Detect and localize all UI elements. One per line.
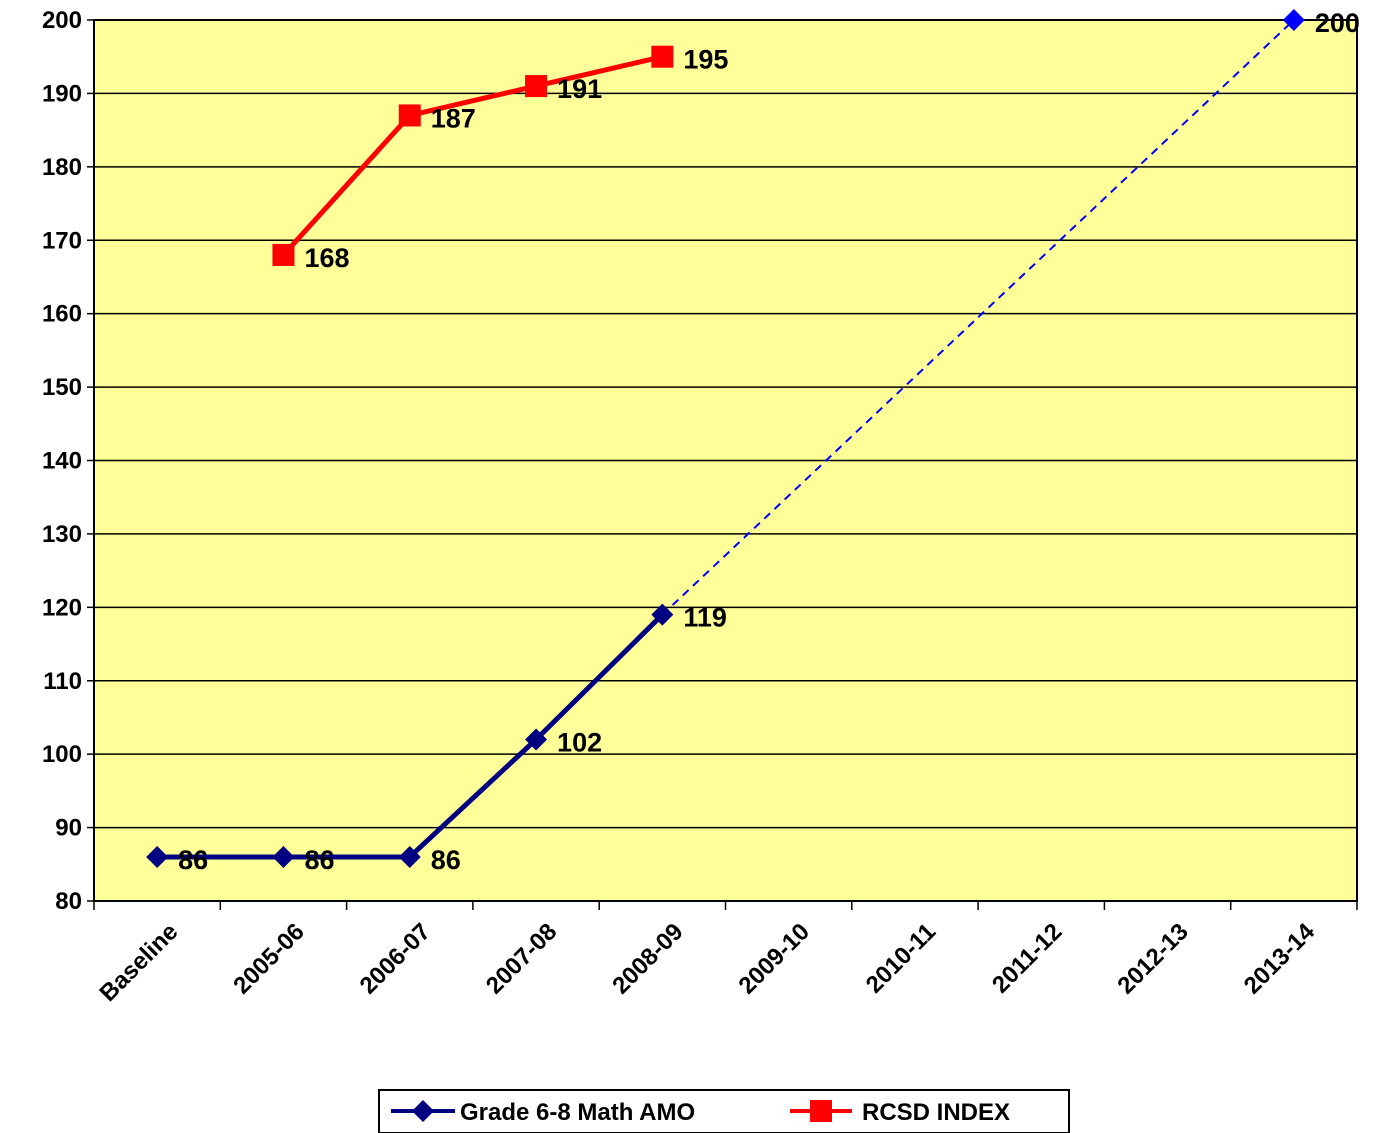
legend-item-amo: Grade 6-8 Math AMO (391, 1099, 695, 1126)
y-tick-label: 190 (42, 80, 82, 107)
x-tick-label: 2008-09 (607, 918, 688, 999)
legend: Grade 6-8 Math AMO RCSD INDEX (378, 1089, 1070, 1133)
y-tick-label: 90 (55, 815, 82, 842)
y-tick-label: 130 (42, 521, 82, 548)
gridlines (94, 92, 1357, 829)
legend-label: Grade 6-8 Math AMO (460, 1099, 695, 1126)
y-tick-label: 80 (55, 888, 82, 915)
data-label: 191 (557, 74, 602, 104)
y-tick-label: 160 (42, 301, 82, 328)
x-tick-label: Baseline (94, 918, 183, 1007)
y-tick-label: 140 (42, 448, 82, 475)
x-tick-label: 2012-13 (1112, 918, 1193, 999)
x-tick-label: 2007-08 (481, 918, 562, 999)
series-line (408, 737, 538, 859)
legend-box (378, 1089, 1070, 1133)
data-point (398, 845, 421, 868)
data-label: 86 (431, 845, 461, 875)
x-tick-label: 2013-14 (1239, 918, 1321, 1000)
data-point (272, 845, 295, 868)
legend-item-rcsd: RCSD INDEX (790, 1099, 1010, 1126)
data-label: 187 (431, 103, 476, 133)
data-point (272, 243, 295, 266)
data-point (398, 104, 421, 127)
projection-line (661, 19, 1295, 616)
data-label: 102 (557, 727, 602, 757)
y-tick-label: 180 (42, 154, 82, 181)
legend-label: RCSD INDEX (862, 1099, 1010, 1126)
y-tick-label: 170 (42, 227, 82, 254)
data-label: 195 (683, 45, 728, 75)
x-tick-label: 2010-11 (861, 918, 941, 998)
x-tick-label: 2011-12 (987, 918, 1067, 998)
y-tick-label: 200 (42, 7, 82, 34)
square-marker-icon (810, 1100, 832, 1122)
y-tick-label: 110 (43, 668, 82, 695)
y-tick-label: 100 (42, 741, 82, 768)
y-tick-label: 120 (42, 594, 82, 621)
series-line (281, 113, 412, 257)
series-line (535, 54, 663, 89)
series-grade-6-8-math-amo (146, 9, 1305, 868)
series-line (534, 612, 665, 742)
series-line (409, 83, 537, 118)
series-layer (146, 9, 1305, 868)
data-label: 119 (683, 603, 727, 633)
diamond-marker-icon (412, 1100, 434, 1122)
data-point (651, 603, 674, 626)
data-label: 86 (304, 845, 334, 875)
series-rcsd-index (272, 45, 674, 266)
data-point (525, 75, 548, 98)
data-label: 200 (1315, 8, 1360, 38)
x-tick-label: 2005-06 (228, 918, 309, 999)
x-tick-label: 2006-07 (355, 918, 436, 999)
data-label: 86 (178, 845, 208, 875)
data-labels: 86 86 86 102 119 200 168 187 191 195 (178, 8, 1360, 875)
y-tick-label: 150 (42, 374, 82, 401)
data-point (1282, 9, 1305, 31)
data-point (651, 45, 674, 68)
data-label: 168 (304, 243, 349, 273)
x-tick-label: 2009-10 (734, 918, 815, 999)
data-point (146, 845, 169, 868)
data-point (525, 728, 548, 751)
